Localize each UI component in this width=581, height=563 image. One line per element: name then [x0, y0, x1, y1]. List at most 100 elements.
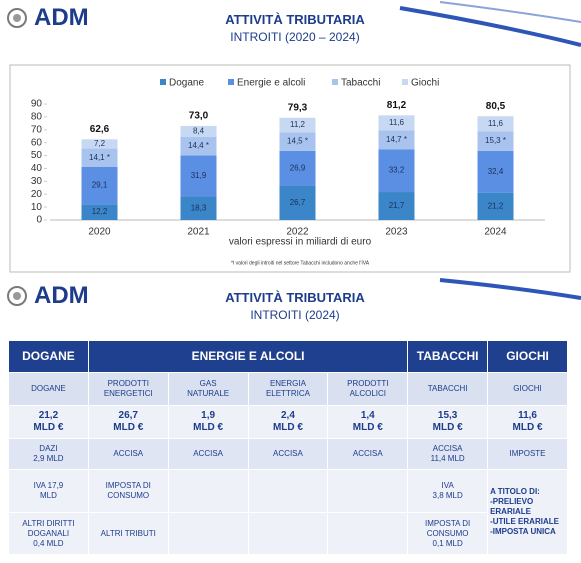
emblem	[7, 8, 27, 28]
y-tick-label: 30	[31, 176, 43, 187]
total-label: 79,3	[288, 102, 308, 113]
cell: 1,4 MLD €	[327, 405, 409, 439]
cell: PRODOTTI ALCOLICI	[327, 372, 409, 406]
cell	[247, 512, 329, 555]
title: ATTIVITÀ TRIBUTARIA	[225, 290, 365, 305]
th: GIOCHI	[487, 340, 568, 373]
legend-swatch	[160, 79, 166, 85]
data-label: 11,6	[488, 119, 504, 128]
decor	[399, 1, 581, 47]
total-label: 73,0	[189, 111, 209, 122]
title: ATTIVITÀ TRIBUTARIA	[225, 12, 365, 27]
data-label: 14,1 *	[89, 153, 110, 162]
x-tick-label: 2020	[88, 227, 111, 238]
data-label: 15,3 *	[485, 136, 506, 145]
bar-segment	[279, 117, 316, 133]
cell: 26,7 MLD €	[87, 405, 169, 439]
y-tick-label: 50	[31, 150, 43, 161]
bar-segment	[477, 192, 514, 220]
bar-segment	[81, 139, 118, 149]
header-2: ADM ATTIVITÀ TRIBUTARIA INTROITI (2024)	[0, 278, 581, 333]
bar-segment	[477, 150, 514, 193]
axis-note: valori espressi in miliardi di euro	[229, 237, 372, 248]
x-tick-label: 2023	[385, 227, 408, 238]
cell: IVA 17,9 MLD	[8, 469, 89, 513]
cell: A TITOLO DI: -PRELIEVO ERARIALE -UTILE E…	[487, 469, 568, 555]
cell: ACCISA 11,4 MLD	[407, 438, 489, 470]
cell: DOGANE	[8, 372, 89, 406]
y-tick-label: 90	[31, 99, 43, 110]
total-label: 80,5	[486, 101, 506, 112]
y-tick-label: 0	[36, 215, 42, 226]
logo: ADM	[6, 4, 89, 32]
bar-segment	[279, 185, 316, 220]
bar-segment	[81, 166, 118, 205]
data-label: 29,1	[92, 181, 108, 190]
bar-segment	[279, 150, 316, 186]
legend-label: Giochi	[411, 78, 439, 89]
bar-segment	[81, 148, 118, 167]
subtitle: INTROITI (2020 – 2024)	[230, 30, 360, 44]
bar-segment	[180, 155, 217, 197]
cell	[167, 512, 249, 555]
th: DOGANE	[8, 340, 89, 373]
bar-segment	[180, 125, 217, 137]
legend-swatch	[402, 79, 408, 85]
cell: TABACCHI	[407, 372, 489, 406]
cell: 2,4 MLD €	[247, 405, 329, 439]
data-label: 11,2	[290, 120, 306, 129]
th: TABACCHI	[407, 340, 489, 373]
data-label: 14,4 *	[188, 141, 209, 150]
data-label: 21,7	[389, 201, 405, 210]
data-label: 12,2	[92, 207, 108, 216]
cell: GAS NATURALE	[167, 372, 249, 406]
cell: 15,3 MLD €	[407, 405, 489, 439]
legend-label: Dogane	[169, 78, 204, 89]
y-tick-label: 70	[31, 124, 43, 135]
data-label: 18,3	[191, 203, 207, 212]
footnote: *I valori degli introiti nel settore Tab…	[231, 260, 370, 266]
y-tick-label: 10	[31, 202, 43, 213]
cell	[247, 469, 329, 513]
data-label: 26,7	[290, 198, 306, 207]
data-label: 8,4	[193, 126, 205, 135]
table: DOGANE ENERGIE E ALCOLI TABACCHI GIOCHI DOG…	[8, 340, 568, 555]
data-label: 11,6	[389, 118, 405, 127]
cell: IVA 3,8 MLD	[407, 469, 489, 513]
data-label: 26,9	[290, 163, 306, 172]
bar-segment	[378, 149, 415, 193]
bar-segment	[81, 204, 118, 220]
data-label: 33,2	[389, 166, 405, 175]
chart: valori espressi in miliardi di euro *I v…	[9, 64, 571, 273]
y-tick-label: 40	[31, 163, 43, 174]
y-tick-label: 80	[31, 112, 43, 123]
cell: 1,9 MLD €	[167, 405, 249, 439]
total-label: 81,2	[387, 100, 407, 111]
cell: IMPOSTA DI CONSUMO 0,1 MLD	[407, 512, 489, 555]
bar-segment	[180, 136, 217, 156]
cell: IMPOSTA DI CONSUMO	[87, 469, 169, 513]
cell: PRODOTTI ENERGETICI	[87, 372, 169, 406]
data-label: 14,7 *	[386, 135, 407, 144]
emblem	[7, 286, 27, 306]
bar-segment	[180, 196, 217, 220]
cell	[167, 469, 249, 513]
cell: ENERGIA ELETTRICA	[247, 372, 329, 406]
bar-segment	[378, 130, 415, 150]
legend-label: Tabacchi	[341, 78, 380, 89]
logo-text: ADM	[34, 282, 89, 309]
logo: ADM	[6, 282, 89, 310]
cell: 21,2 MLD €	[8, 405, 89, 439]
bar-segment	[477, 116, 514, 132]
data-label: 32,4	[488, 167, 504, 176]
cell: GIOCHI	[487, 372, 568, 406]
data-label: 31,9	[191, 171, 207, 180]
cell: ACCISA	[167, 438, 249, 470]
x-tick-label: 2024	[484, 227, 507, 238]
cell: ALTRI TRIBUTI	[87, 512, 169, 555]
cell	[327, 469, 409, 513]
cell: ACCISA	[327, 438, 409, 470]
bar-segment	[477, 131, 514, 151]
cell: ACCISA	[87, 438, 169, 470]
